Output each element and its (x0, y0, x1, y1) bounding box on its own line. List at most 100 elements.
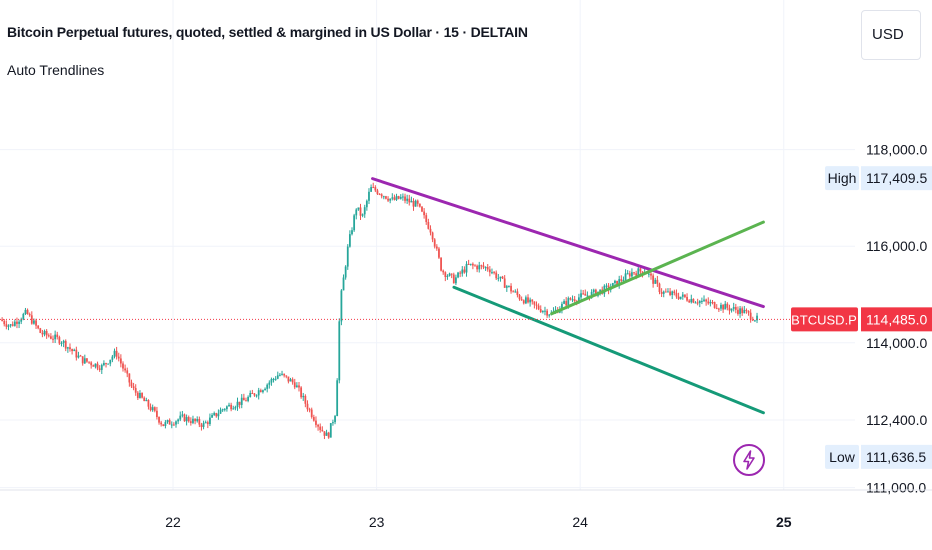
candle-body (482, 265, 485, 268)
time-tick-label: 24 (572, 514, 588, 530)
candle-body (83, 358, 86, 364)
candle-body (539, 309, 542, 313)
candle-body (255, 395, 258, 397)
candle-body (573, 299, 576, 301)
candle-body (370, 187, 372, 192)
candle-body (130, 382, 133, 387)
candle-body (425, 215, 428, 222)
candle-body (387, 198, 389, 201)
candle-body (272, 378, 275, 380)
candle-body (43, 330, 46, 335)
candle-body (537, 305, 540, 310)
candle-body (321, 429, 324, 432)
time-tick-label: 22 (165, 514, 181, 530)
candle-body (544, 310, 546, 312)
indicator-name[interactable]: Auto Trendlines (7, 62, 105, 78)
candle-body (586, 295, 589, 297)
candle-body (94, 363, 97, 367)
candle-body (219, 409, 222, 414)
candle-body (667, 291, 669, 293)
candle-body (11, 324, 14, 326)
candle-body (486, 267, 489, 270)
high-price-value-bg (861, 166, 932, 191)
candle-body (329, 423, 332, 438)
candle-body (639, 268, 642, 272)
candle-body (259, 390, 262, 393)
candle-body (522, 300, 525, 304)
trendline-upper (371, 177, 765, 309)
candle-body (132, 386, 135, 389)
candle-body (594, 289, 597, 296)
candle-body (565, 301, 568, 306)
candle-body (698, 301, 701, 304)
candle-body (399, 196, 402, 199)
candle-body (342, 277, 345, 291)
candle-body (614, 280, 616, 284)
candle-body (728, 307, 731, 311)
price-axis-labels: High 117,409.5 Low 111,636.5 BTCUSD.P 114,485… (791, 166, 932, 469)
candle-body (35, 320, 37, 326)
candle-body (79, 355, 82, 357)
candle-body (700, 300, 703, 302)
candle-body (141, 392, 143, 398)
candle-body (618, 279, 621, 286)
last-price-bg (861, 307, 932, 332)
candle-body (28, 314, 31, 316)
candle-body (143, 397, 146, 402)
candle-body (304, 395, 307, 404)
candle-body (62, 340, 65, 343)
candle-body (382, 196, 385, 198)
candle-body (435, 246, 438, 249)
candlestick-series (1, 182, 758, 440)
candle-body (60, 342, 63, 344)
candle-body (656, 279, 659, 284)
candle-body (660, 291, 663, 294)
candle-body (223, 409, 226, 411)
candle-body (529, 299, 532, 303)
candle-body (616, 280, 618, 286)
high-price-tag-bg (825, 166, 859, 191)
candle-body (109, 359, 112, 364)
candle-body (686, 296, 688, 301)
candle-body (372, 187, 375, 189)
candle-body (230, 404, 233, 410)
candle-body (402, 196, 404, 198)
candle-body (181, 414, 184, 416)
candle-body (336, 380, 339, 417)
candle-body (153, 407, 156, 411)
candle-body (533, 301, 536, 305)
candle-body (745, 309, 748, 311)
candle-body (198, 418, 201, 425)
time-tick-label: 23 (369, 514, 385, 530)
candle-body (739, 308, 741, 314)
candle-body (111, 356, 114, 360)
candle-body (81, 356, 84, 364)
time-tick-label: 25 (776, 514, 792, 530)
candle-body (620, 279, 623, 281)
price-tick-label: 116,000.0 (866, 238, 927, 254)
candle-body (64, 340, 67, 349)
candle-body (332, 422, 334, 424)
candle-body (145, 400, 148, 402)
candle-body (690, 298, 693, 303)
candle-body (200, 424, 203, 427)
candle-body (319, 426, 322, 430)
candle-body (707, 301, 710, 304)
candle-body (476, 265, 479, 270)
candle-body (628, 273, 631, 277)
candle-body (563, 301, 565, 304)
candle-body (257, 390, 260, 396)
candle-body (717, 308, 720, 310)
candle-body (524, 297, 527, 304)
candle-body (13, 321, 16, 326)
candle-body (669, 291, 671, 295)
currency-button[interactable]: USD (861, 10, 921, 60)
alert-button[interactable] (733, 444, 765, 476)
candle-body (497, 278, 500, 280)
candle-body (692, 298, 695, 303)
candle-body (274, 378, 277, 380)
candle-body (47, 335, 50, 337)
candle-body (45, 330, 48, 336)
candle-body (673, 291, 676, 294)
